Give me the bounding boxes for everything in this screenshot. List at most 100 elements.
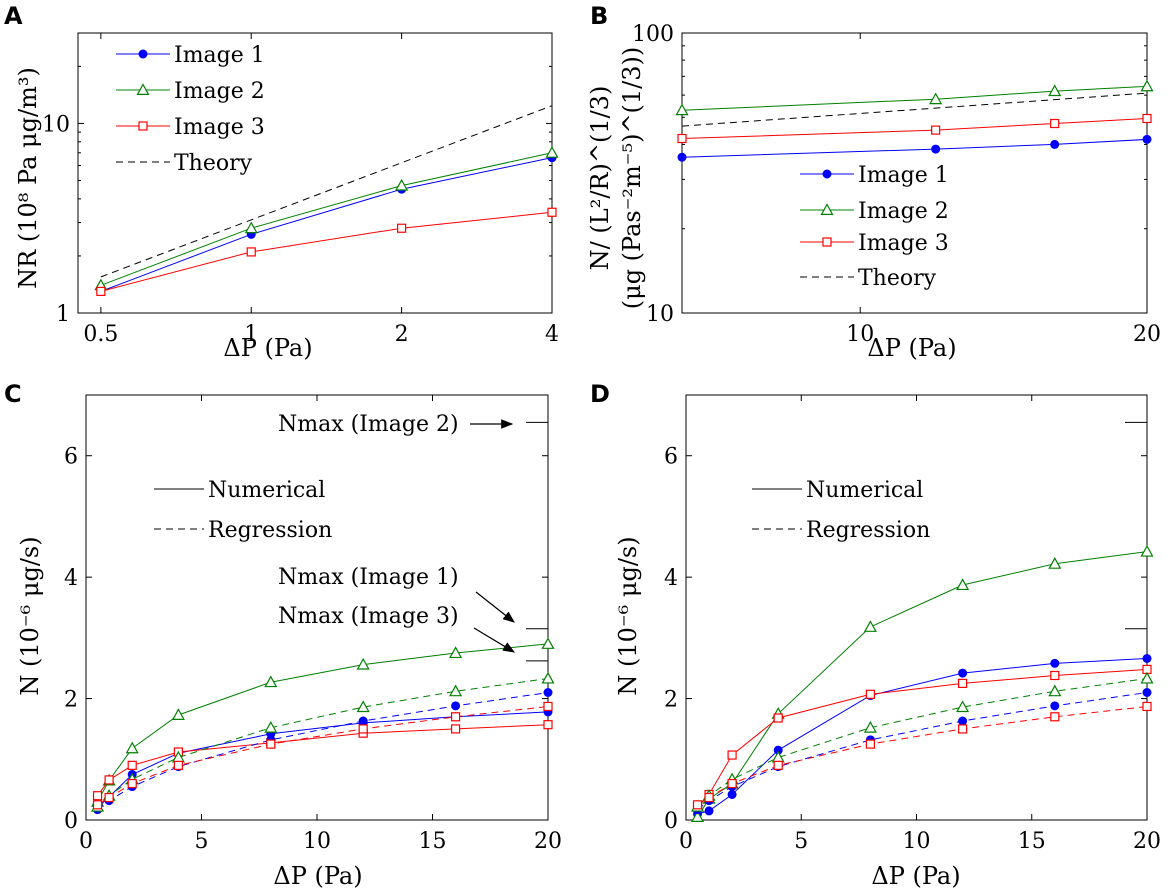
panel-b-ytick-label: 10 <box>646 302 674 327</box>
panel-d-series-image-3-point <box>957 678 968 688</box>
panel-d-series-image-2 <box>691 544 1154 822</box>
panel-d-series-image-2-point <box>956 578 970 591</box>
panel-c-series-image-2-regression-point <box>541 671 555 684</box>
panel-d-series-image-2-regression-point <box>863 720 877 733</box>
panel-a-series-image-3 <box>96 207 557 297</box>
panel-d-series-image-2-regression-point <box>1048 684 1062 697</box>
panel-c-series-image-2-point <box>356 657 370 670</box>
panel-c-series-image-2-point <box>541 637 555 649</box>
panel-c-xlabel: ΔP (Pa) <box>273 862 362 890</box>
panel-b-series-image-2-point <box>929 92 943 105</box>
panel-letter-a: A <box>4 2 23 30</box>
panel-d-series-image-2-point <box>1048 557 1062 569</box>
panel-c-series-image-1-regression-point <box>451 701 461 711</box>
panel-d-series-image-2-line <box>697 551 1148 818</box>
panel-d-xtick-label: 10 <box>903 829 931 854</box>
panel-d-series-image-3-point <box>865 689 876 699</box>
panel-d-series-image-1-point <box>704 806 714 816</box>
annotation-nmax-image1: Nmax (Image 1) <box>278 565 459 590</box>
panel-d-ytick-label: 2 <box>664 688 678 713</box>
panel-letter-c: C <box>4 380 22 408</box>
panel-b-series-image-3 <box>677 113 1152 144</box>
panel-b-series-image-2-point <box>1140 79 1154 92</box>
panel-a-ytick-label: 1 <box>56 302 70 327</box>
panel-b-xlabel: ΔP (Pa) <box>867 334 956 362</box>
panel-d-xlabel: ΔP (Pa) <box>871 862 960 890</box>
panel-a-ylabel: NR (10⁸ Pa μg/m³) <box>14 67 42 289</box>
panel-a-series-image-2 <box>94 146 559 291</box>
panel-c-series-image-3-regression-point <box>127 778 137 789</box>
panel-d-series-image-3-point <box>1050 670 1060 681</box>
panel-c-labels: ΔP (Pa) N (10⁻⁶ μg/s) <box>16 536 363 890</box>
panel-d-series-image-2-regression-point <box>956 700 970 713</box>
panel-c-series-image-2-line <box>97 643 549 803</box>
legend-a-image1: Image 1 <box>174 43 265 68</box>
panel-a-xtick-label: 1 <box>244 322 258 347</box>
panel-c-series-image-3-line <box>97 724 549 796</box>
panel-d-series-image-3-point <box>727 750 737 760</box>
panel-letter-b: B <box>590 2 608 30</box>
panel-c-series-image-3-point <box>451 724 461 734</box>
panel-b-series-theory-regression <box>681 92 1148 127</box>
panel-b-ytick-label: 100 <box>632 22 674 47</box>
legend-b-image1: Image 1 <box>858 163 949 188</box>
panel-d-xtick-label: 15 <box>1018 829 1046 854</box>
annotation-arrow-nmax-image1 <box>475 591 515 623</box>
panel-c-ytick-label: 0 <box>64 809 78 834</box>
panel-c-series-image-2-regression-point <box>356 700 370 713</box>
panel-b-series-image-1-point <box>931 144 941 154</box>
panel-a-xtick-label: 0.5 <box>83 322 118 347</box>
panel-a-ytick-label: 10 <box>42 112 70 137</box>
panel-b-series-image-1 <box>677 134 1152 162</box>
panel-b-legend: Image 1 Image 2 Image 3 Theory <box>858 163 949 291</box>
panel-a-frame <box>77 32 553 314</box>
panel-d-ytick-label: 6 <box>664 445 678 470</box>
panel-c-series-image-3-regression-point <box>543 701 553 712</box>
panel-d-series-image-1-line <box>697 658 1148 815</box>
panel-a-xtick-label: 4 <box>545 322 559 347</box>
panel-d-series-image-2-point <box>691 810 705 822</box>
panel-d-series-image-1-regression-point <box>1050 701 1060 711</box>
panel-c-series-image-2-regression-point <box>264 720 278 733</box>
panel-b-plot: 10 20 10 100 <box>632 22 1161 347</box>
legend-c-numerical: Numerical <box>208 478 325 503</box>
panel-b-series-theory-regression-line <box>681 92 1148 127</box>
panel-a-series-image-2-point <box>244 221 258 234</box>
panel-b-series-image-3-point <box>1142 113 1152 124</box>
panel-a-series-theory-regression-line <box>100 105 553 278</box>
panel-a-xtick-label: 2 <box>395 322 409 347</box>
legend-a-theory: Theory <box>174 151 253 176</box>
panel-d-series-image-3-point <box>773 713 783 723</box>
panel-c-series-image-3-regression-point <box>358 724 368 734</box>
legend-d-regression: Regression <box>806 518 930 543</box>
panel-c-series-image-3-point <box>92 791 103 801</box>
panel-d-series-image-3-regression <box>692 701 1152 810</box>
panel-d-series-image-2-point <box>863 620 877 632</box>
panel-c-series-image-3-regression <box>92 701 553 810</box>
panel-d-series-image-1-regression-point <box>1142 688 1152 697</box>
panel-c-series-image-3-point <box>127 760 137 770</box>
panel-c-series-image-3-point <box>104 775 114 785</box>
panel-d-ytick-label: 4 <box>664 566 678 591</box>
legend-d-numerical: Numerical <box>806 478 923 503</box>
panel-b-series-image-3-point <box>1050 118 1060 129</box>
panel-a-series-image-3-point <box>547 207 557 217</box>
panel-c-series-image-2-point <box>171 708 185 720</box>
panel-d-xtick-label: 0 <box>679 829 693 854</box>
panel-b-series-image-3-line <box>681 118 1148 139</box>
annotation-nmax-image3: Nmax (Image 3) <box>278 604 459 629</box>
panel-d-series-image-3-regression-point <box>865 739 876 749</box>
panel-d-series-image-1 <box>693 654 1152 819</box>
panel-b-frame <box>681 32 1148 314</box>
panel-a-labels: ΔP (Pa) NR (10⁸ Pa μg/m³) <box>14 67 313 362</box>
panel-b-series-image-2-line <box>681 85 1148 111</box>
panel-c-series-image-3-regression-point <box>451 712 461 722</box>
panel-a-series-image-1-line <box>100 157 553 292</box>
panel-d-series-image-2-regression-line <box>697 678 1148 807</box>
panel-d-series-image-1-point <box>958 668 968 678</box>
panel-c-series-image-1-line <box>97 711 549 809</box>
panel-d-series-image-1-point <box>1050 658 1060 668</box>
panel-d-series-image-2-regression <box>691 671 1154 812</box>
panel-d-frame <box>685 394 1148 821</box>
panel-d-series-image-2-point <box>1140 544 1154 557</box>
